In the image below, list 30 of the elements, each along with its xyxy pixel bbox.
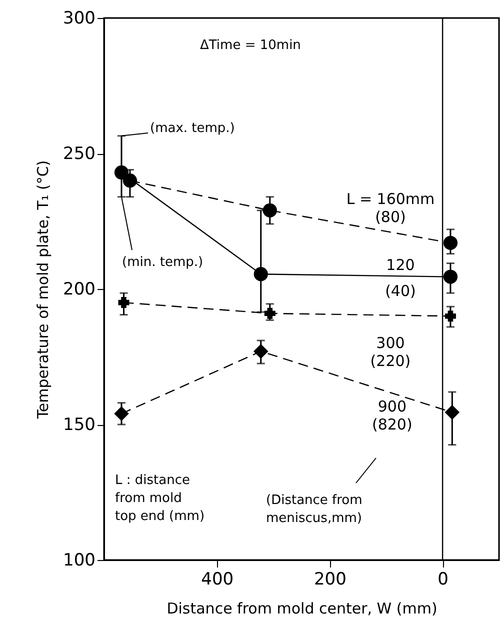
annotation: ΔTime = 10min bbox=[200, 38, 301, 53]
y-tick-label: 300 bbox=[63, 8, 96, 28]
series-label: L = 160mm (80) bbox=[346, 190, 435, 226]
y-tick-label: 200 bbox=[63, 280, 96, 300]
annotation: (min. temp.) bbox=[122, 255, 204, 270]
point bbox=[254, 344, 268, 358]
x-tick-label: 200 bbox=[314, 570, 346, 590]
x-tick-label: 400 bbox=[201, 570, 234, 590]
series-label: 900 (820) bbox=[372, 397, 412, 434]
series-label: 300 (220) bbox=[370, 334, 411, 370]
y-tick-label: 150 bbox=[63, 415, 96, 435]
point bbox=[264, 308, 276, 319]
annotation: (max. temp.) bbox=[150, 121, 235, 136]
annotation: L : distance from mold top end (mm) bbox=[115, 473, 205, 524]
point bbox=[118, 297, 130, 308]
point bbox=[262, 203, 277, 218]
point bbox=[114, 165, 129, 180]
y-axis-title: Temperature of mold plate, T₁ (°C) bbox=[34, 160, 52, 420]
point bbox=[443, 270, 458, 284]
point bbox=[443, 236, 458, 250]
series-label: 120 (40) bbox=[385, 256, 416, 300]
y-tick-label: 250 bbox=[63, 144, 96, 164]
x-axis-title: Distance from mold center, W (mm) bbox=[166, 600, 438, 618]
point bbox=[114, 406, 129, 421]
y-tick-label: 100 bbox=[63, 550, 96, 570]
point bbox=[444, 310, 456, 322]
annotation: (Distance from meniscus,mm) bbox=[266, 493, 362, 526]
point bbox=[254, 267, 268, 282]
x-tick-label: 0 bbox=[438, 570, 448, 590]
point bbox=[445, 405, 460, 420]
